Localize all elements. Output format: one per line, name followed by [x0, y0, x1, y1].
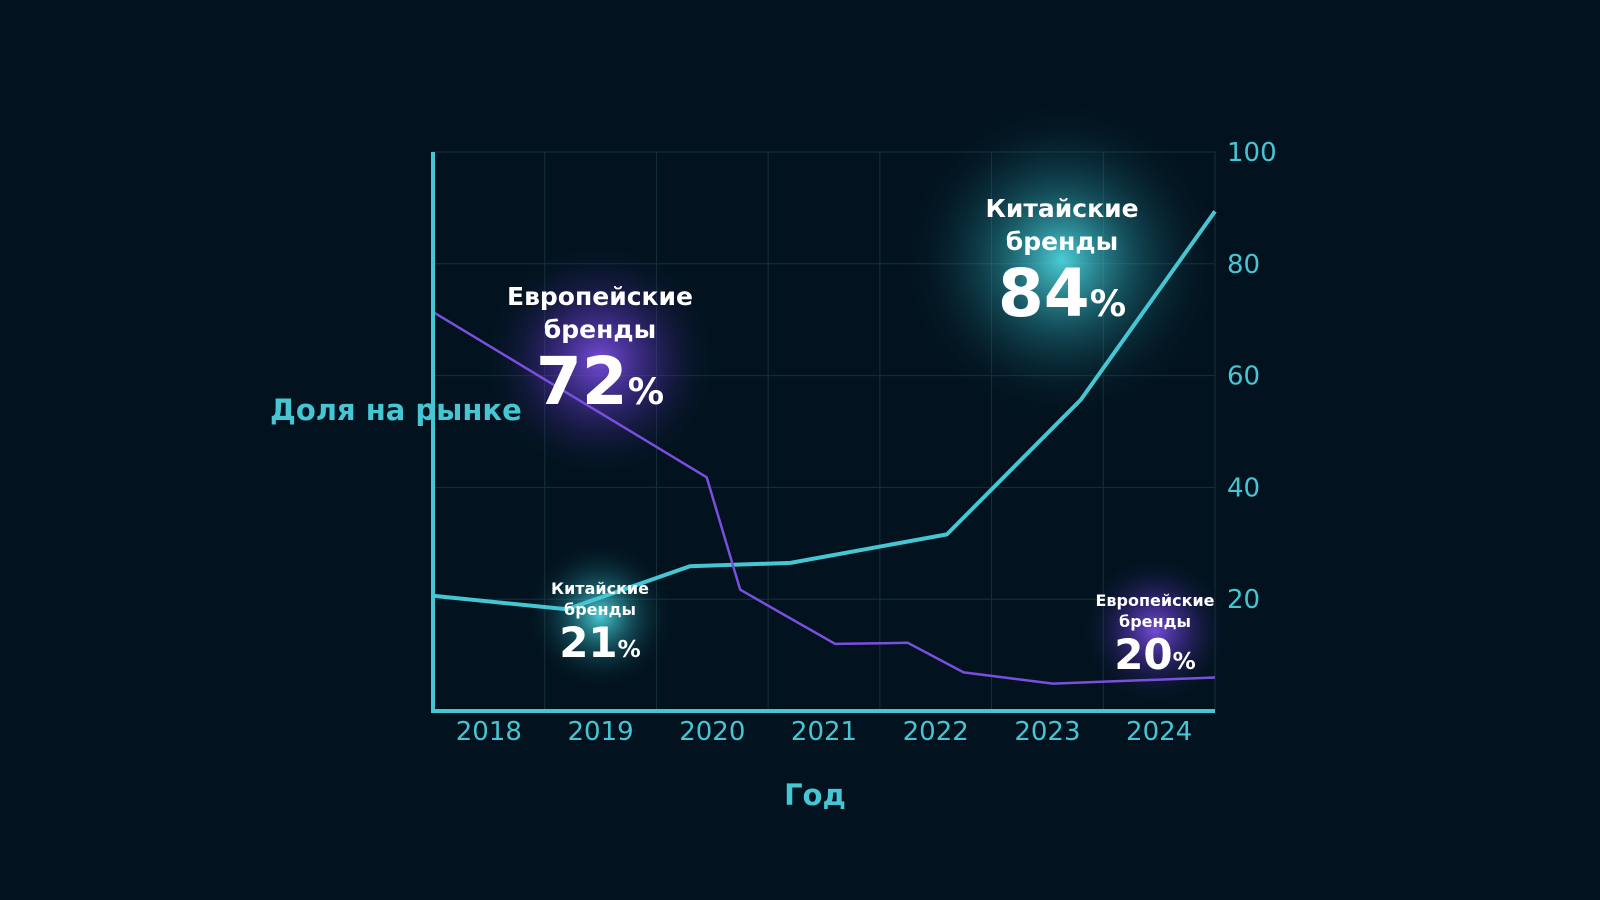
annotation-label: бренды [1005, 227, 1119, 256]
x-tick-label: 2020 [679, 717, 745, 747]
x-tick-label: 2022 [903, 717, 969, 747]
x-tick-label: 2019 [567, 717, 633, 747]
annotation-european-72: Европейские бренды 72% [507, 280, 693, 428]
annotation-glow [1080, 555, 1230, 705]
y-tick-label: 80 [1227, 250, 1260, 280]
x-axis-label: Год [784, 778, 846, 812]
annotation-value: 20% [1114, 630, 1196, 679]
annotation-chinese-84: Китайские бренды 84% [985, 192, 1138, 340]
y-tick-label: 40 [1227, 473, 1260, 503]
x-tick-label: 2024 [1126, 717, 1192, 747]
annotation-glow [902, 100, 1222, 420]
y-tick-label: 100 [1227, 138, 1277, 168]
annotation-value: 72% [535, 343, 665, 420]
annotation-label: бренды [543, 315, 657, 344]
annotation-label: Китайские [985, 194, 1139, 223]
annotation-value: 84% [997, 255, 1127, 332]
y-tick-label: 60 [1227, 362, 1260, 392]
annotation-label: Европейские [1095, 591, 1215, 610]
annotation-label: бренды [1119, 612, 1191, 631]
annotation-label: Европейские [507, 282, 693, 311]
x-tick-label: 2023 [1014, 717, 1080, 747]
annotation-label: Китайские [551, 579, 649, 598]
annotation-european-20: Европейские бренды 20% [1095, 590, 1214, 685]
annotation-glow [525, 540, 675, 690]
x-tick-label: 2021 [791, 717, 857, 747]
x-tick-label: 2018 [456, 717, 522, 747]
annotation-chinese-21: Китайские бренды 21% [551, 578, 649, 673]
series-line-european [432, 310, 1216, 685]
annotation-value: 21% [559, 618, 641, 667]
annotation-label: бренды [564, 600, 636, 619]
series-line-chinese [432, 210, 1217, 612]
annotation-glow [480, 240, 720, 480]
y-axis-label: Доля на рынке [270, 393, 522, 427]
y-tick-label: 20 [1227, 585, 1260, 615]
